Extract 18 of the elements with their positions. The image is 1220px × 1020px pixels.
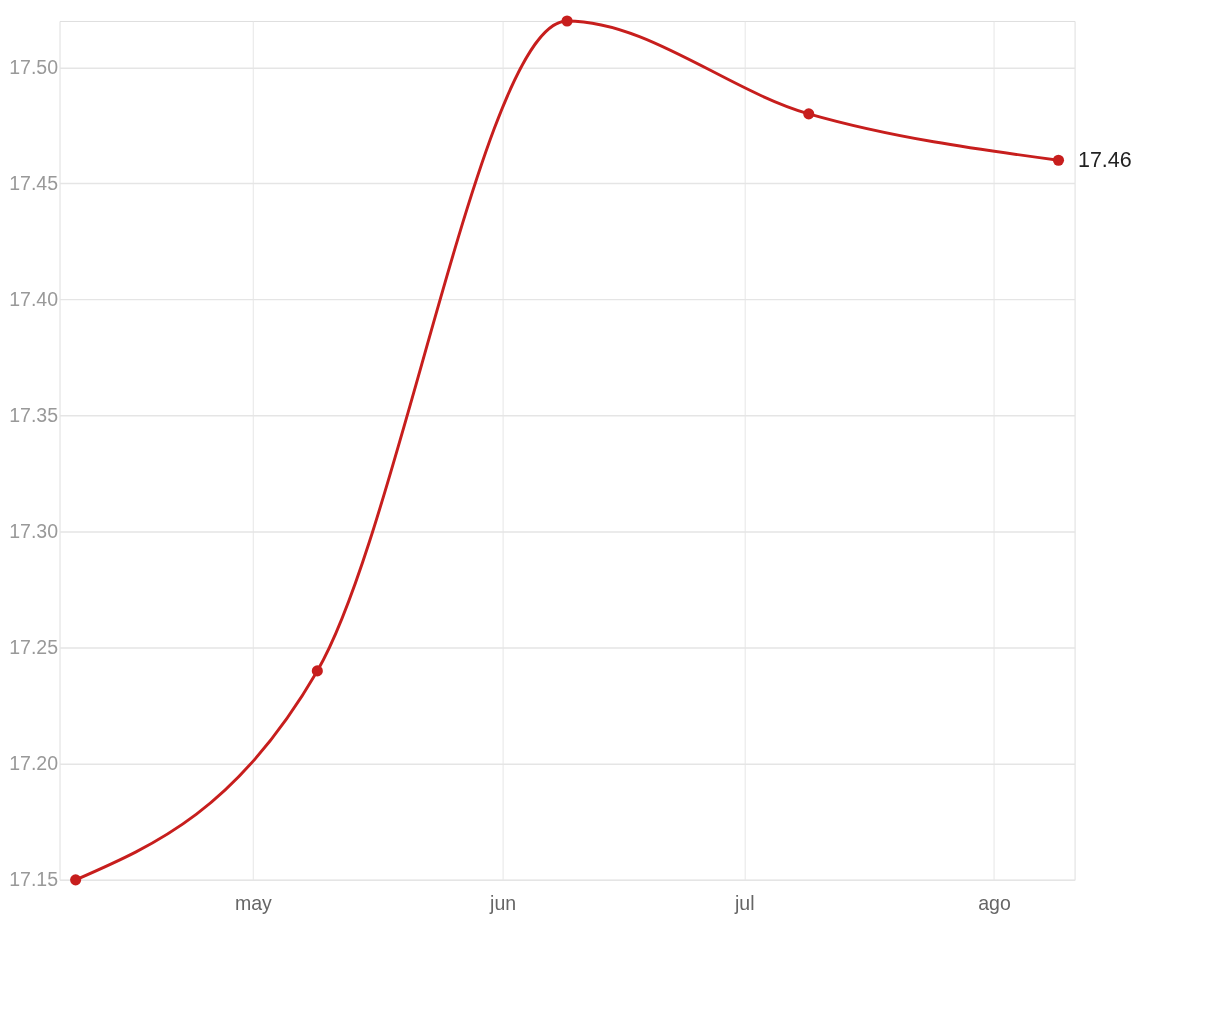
point bbox=[803, 108, 815, 120]
x-tick-label: jul bbox=[734, 891, 755, 914]
point bbox=[70, 874, 82, 886]
x-tick-label: ago bbox=[978, 891, 1011, 914]
y-tick-label: 17.25 bbox=[9, 636, 59, 659]
y-tick-label: 17.45 bbox=[9, 171, 59, 194]
y-tick-label: 17.20 bbox=[9, 752, 59, 775]
y-tick-label: 17.40 bbox=[9, 287, 59, 310]
y-tick-label: 17.35 bbox=[9, 403, 59, 426]
y-tick-label: 17.30 bbox=[9, 520, 59, 542]
x-tick-label: jun bbox=[489, 891, 517, 914]
x-tick-label: may bbox=[234, 891, 273, 914]
data-label: 17.46 bbox=[1077, 148, 1132, 173]
y-tick-label: 17.50 bbox=[9, 55, 59, 78]
point bbox=[311, 665, 323, 677]
y-tick-label: 17.15 bbox=[9, 868, 59, 891]
point bbox=[1052, 154, 1065, 166]
point bbox=[561, 15, 573, 27]
